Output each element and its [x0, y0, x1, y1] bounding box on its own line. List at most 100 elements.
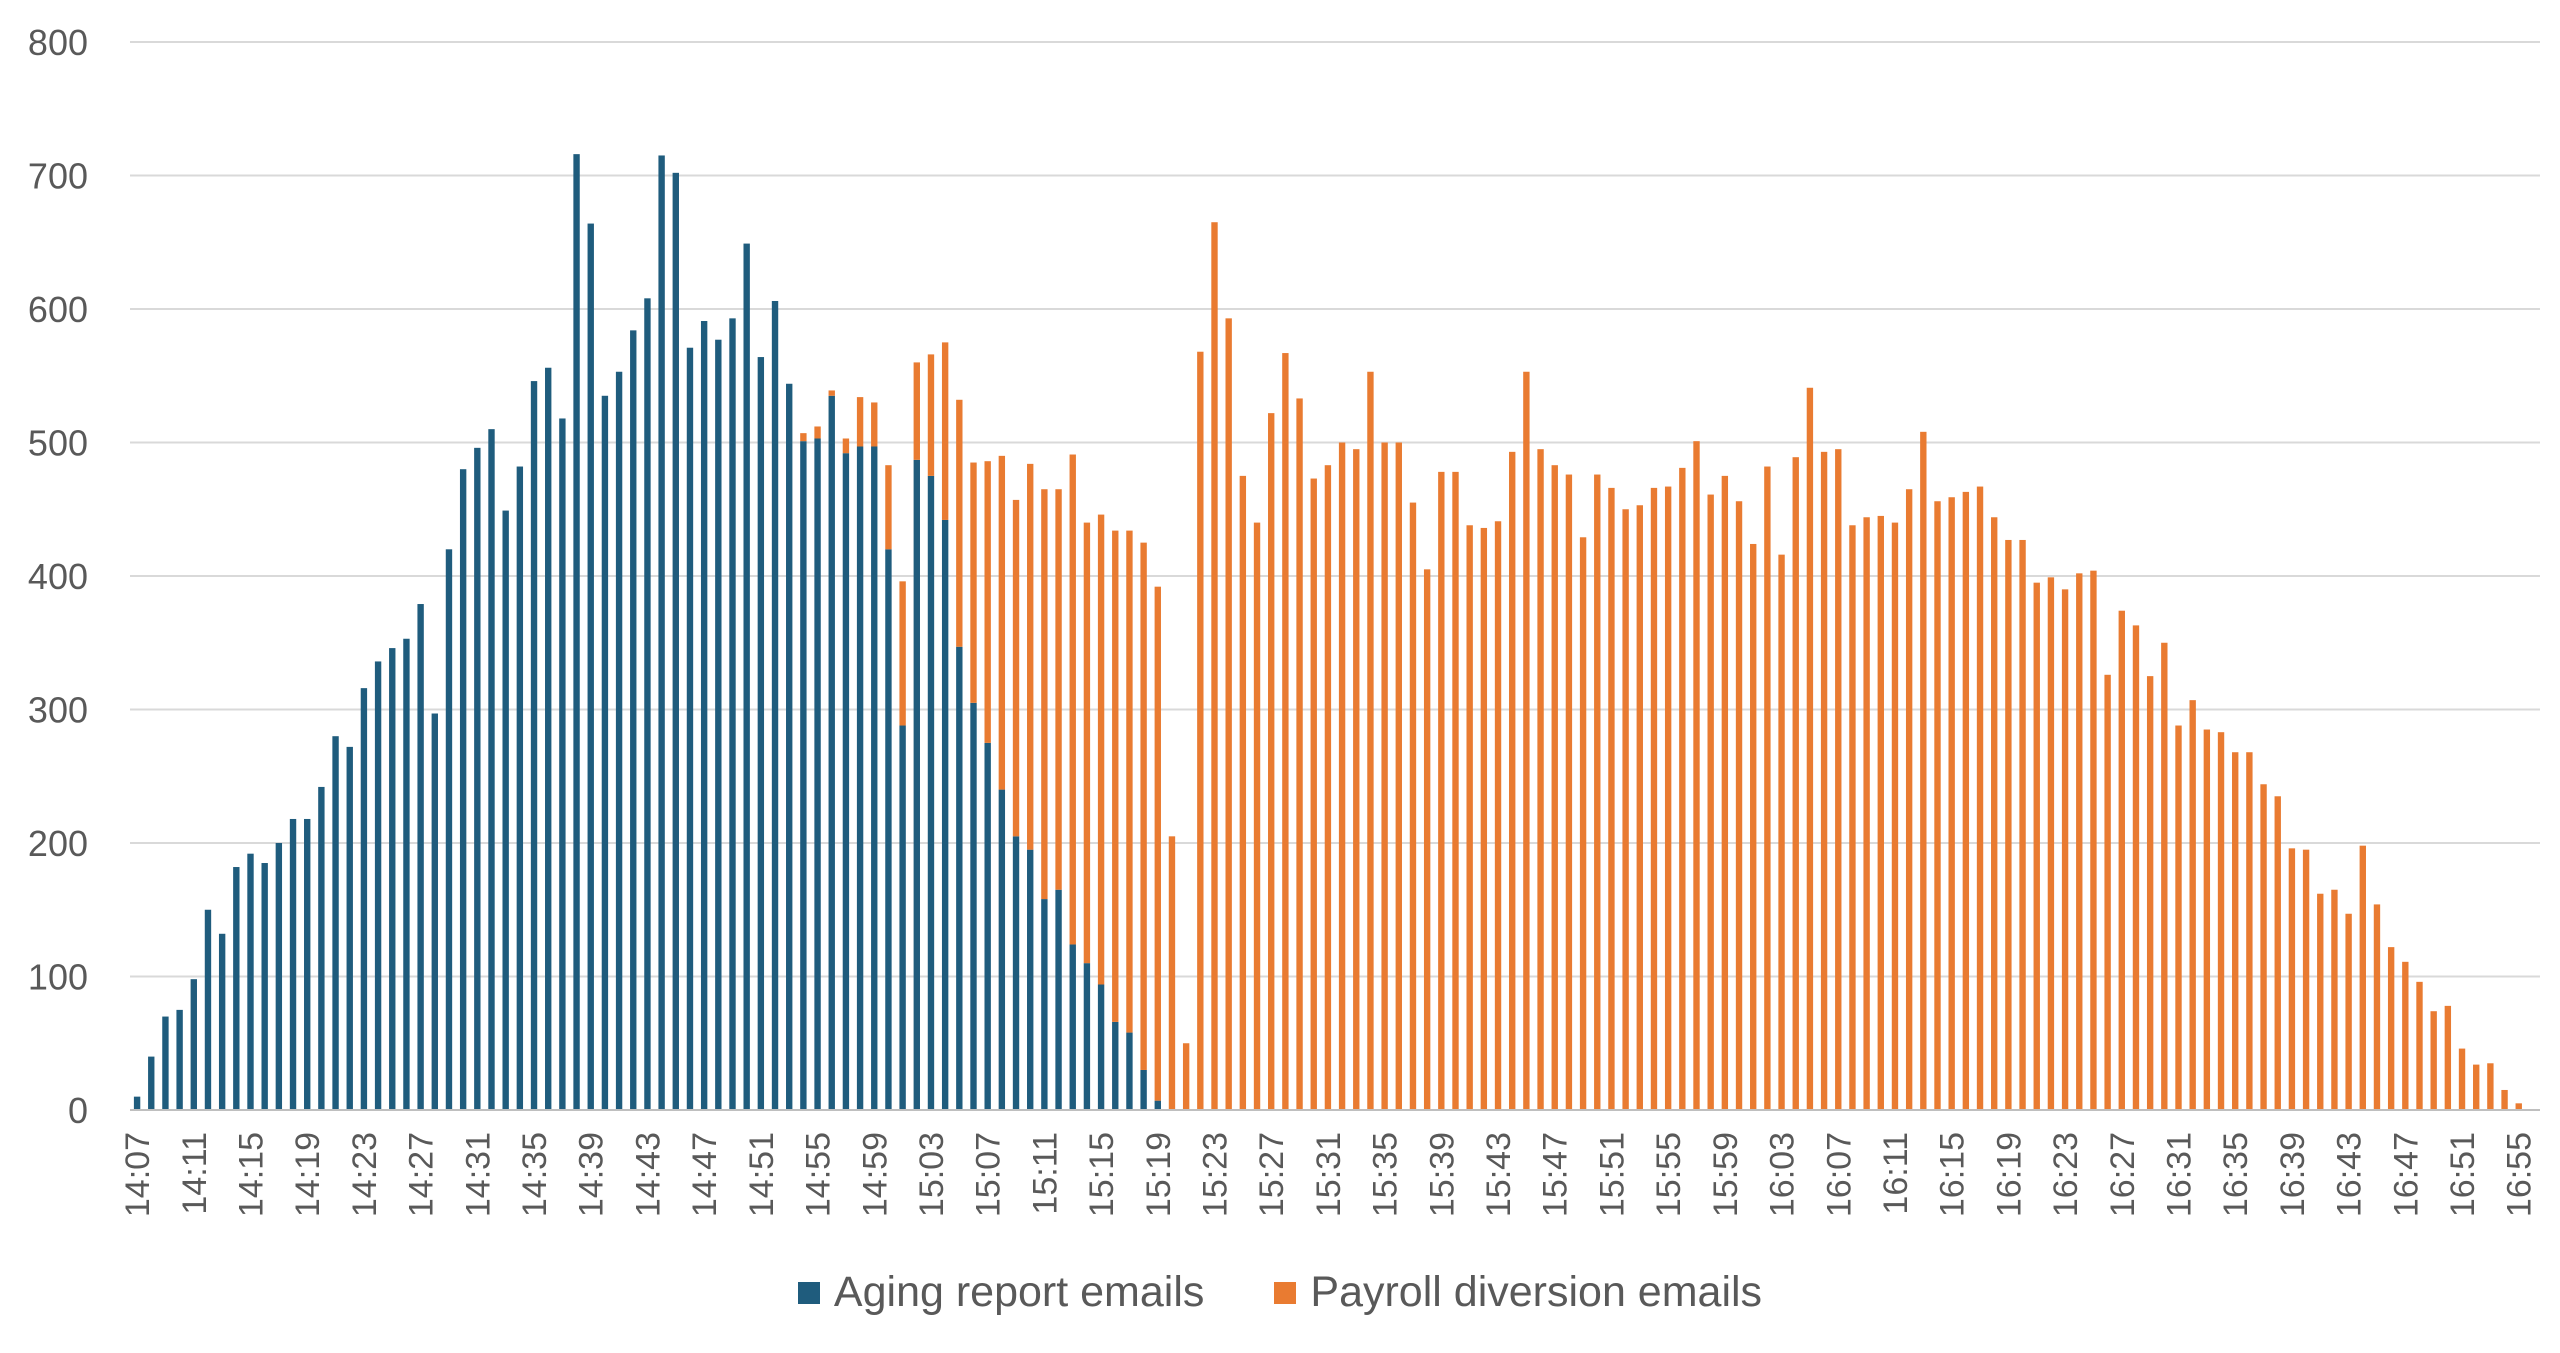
y-tick-label: 800 — [28, 22, 88, 63]
bar-aging-report — [545, 367, 552, 1110]
bar-payroll-diversion — [1721, 475, 1729, 1111]
bar-payroll-diversion — [2076, 573, 2083, 1110]
bar-aging-report — [630, 330, 637, 1110]
bars — [133, 154, 2522, 1111]
x-tick-label: 14:07 — [119, 1132, 157, 1217]
bar-payroll-diversion — [1565, 474, 1573, 1110]
bar-aging-report — [913, 459, 920, 1110]
legend-label-payroll: Payroll diversion emails — [1310, 1268, 1763, 1316]
bar-payroll-diversion — [1976, 486, 1984, 1110]
bar-payroll-diversion — [956, 399, 963, 647]
x-tick-label: 15:23 — [1197, 1132, 1235, 1217]
bar-payroll-diversion — [1069, 454, 1076, 945]
y-tick-label: 400 — [28, 556, 88, 597]
bar-payroll-diversion — [2019, 539, 2026, 1110]
bar-aging-report — [332, 736, 339, 1110]
bar-payroll-diversion — [1112, 530, 1119, 1022]
bar-aging-report — [700, 321, 708, 1110]
bar-aging-report — [757, 357, 765, 1110]
bar-payroll-diversion — [2033, 582, 2040, 1110]
bar-payroll-diversion — [1636, 505, 1643, 1110]
x-tick-label: 14:11 — [176, 1132, 214, 1215]
bar-payroll-diversion — [984, 461, 991, 743]
bar-payroll-diversion — [2288, 848, 2296, 1110]
bar-aging-report — [346, 746, 353, 1110]
bar-payroll-diversion — [1594, 474, 1601, 1110]
bar-payroll-diversion — [1764, 466, 1771, 1110]
bar-aging-report — [899, 725, 906, 1110]
bar-payroll-diversion — [1097, 514, 1105, 985]
bar-payroll-diversion — [1948, 497, 1955, 1110]
bar-payroll-diversion — [2473, 1064, 2480, 1110]
bar-payroll-diversion — [899, 581, 906, 726]
bar-payroll-diversion — [1182, 1043, 1190, 1110]
x-tick-label: 15:43 — [1480, 1132, 1518, 1217]
bar-payroll-diversion — [1268, 413, 1275, 1110]
bar-aging-report — [218, 933, 226, 1110]
bar-payroll-diversion — [2260, 784, 2267, 1110]
bar-payroll-diversion — [2487, 1063, 2494, 1110]
bar-payroll-diversion — [1650, 487, 1658, 1110]
y-tick-label: 600 — [28, 289, 88, 330]
x-tick-label: 14:15 — [233, 1132, 271, 1217]
bar-aging-report — [488, 429, 495, 1110]
bar-aging-report — [1112, 1021, 1119, 1110]
x-tick-label: 16:47 — [2387, 1132, 2425, 1217]
bar-payroll-diversion — [1466, 525, 1473, 1110]
bar-payroll-diversion — [2132, 625, 2140, 1110]
bar-payroll-diversion — [1934, 501, 1941, 1110]
bar-aging-report — [389, 648, 396, 1110]
x-tick-label: 14:23 — [346, 1132, 384, 1217]
bar-payroll-diversion — [1154, 586, 1161, 1101]
bar-aging-report — [672, 172, 679, 1110]
bar-payroll-diversion — [1551, 465, 1558, 1110]
bar-payroll-diversion — [2090, 570, 2097, 1110]
bar-payroll-diversion — [2331, 889, 2338, 1110]
bar-aging-report — [417, 604, 424, 1110]
bar-aging-report — [941, 519, 949, 1110]
bar-payroll-diversion — [828, 390, 835, 396]
x-tick-label: 16:55 — [2501, 1132, 2539, 1217]
bar-payroll-diversion — [2430, 1011, 2437, 1110]
bar-aging-report — [176, 1009, 183, 1111]
bar-payroll-diversion — [1991, 517, 1998, 1110]
bar-aging-report — [204, 909, 212, 1110]
x-tick-label: 15:35 — [1367, 1132, 1405, 1217]
bar-aging-report — [1027, 849, 1034, 1110]
bar-aging-report — [814, 438, 821, 1110]
bar-payroll-diversion — [1168, 836, 1176, 1110]
x-tick-label: 16:35 — [2217, 1132, 2255, 1217]
bar-aging-report — [1097, 984, 1105, 1110]
bar-payroll-diversion — [1537, 449, 1544, 1110]
bar-aging-report — [729, 318, 736, 1111]
x-tick-label: 16:51 — [2444, 1132, 2482, 1217]
bar-aging-report — [559, 418, 566, 1111]
bar-aging-report — [970, 702, 977, 1110]
bar-aging-report — [474, 447, 481, 1111]
x-tick-label: 14:51 — [743, 1132, 781, 1217]
bar-aging-report — [360, 688, 368, 1110]
bar-aging-report — [459, 469, 467, 1110]
x-tick-label: 14:35 — [516, 1132, 554, 1217]
bar-payroll-diversion — [871, 402, 878, 447]
bar-payroll-diversion — [2203, 729, 2211, 1110]
bar-aging-report — [1041, 899, 1048, 1110]
bar-aging-report — [431, 713, 438, 1110]
bar-payroll-diversion — [1296, 398, 1303, 1110]
x-tick-label: 15:03 — [913, 1132, 951, 1217]
bar-payroll-diversion — [1211, 222, 1218, 1111]
bar-payroll-diversion — [1792, 457, 1799, 1110]
y-tick-label: 300 — [28, 690, 88, 731]
bar-payroll-diversion — [1452, 471, 1459, 1110]
x-tick-label: 16:23 — [2047, 1132, 2085, 1217]
x-tick-label: 15:51 — [1593, 1132, 1631, 1217]
bar-payroll-diversion — [1353, 449, 1360, 1110]
bar-payroll-diversion — [2189, 700, 2196, 1110]
bar-payroll-diversion — [1664, 486, 1672, 1110]
bar-payroll-diversion — [1494, 521, 1502, 1110]
x-tick-label: 16:11 — [1877, 1132, 1915, 1215]
bar-aging-report — [445, 549, 453, 1110]
y-tick-label: 700 — [28, 156, 88, 197]
bar-payroll-diversion — [1608, 487, 1615, 1110]
